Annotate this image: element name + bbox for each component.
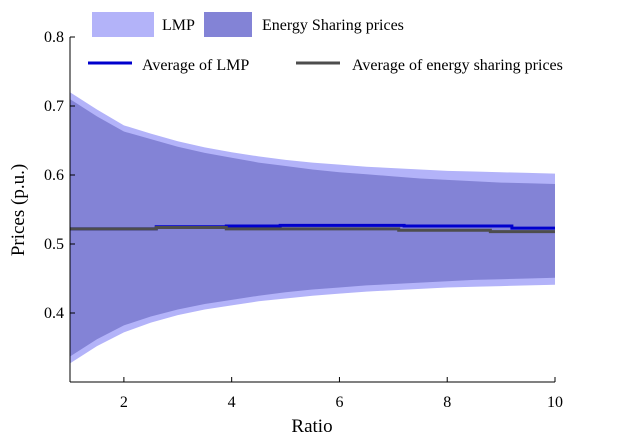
legend: LMP Energy Sharing prices Average of LMP… xyxy=(88,12,563,74)
x-tick-label: 8 xyxy=(443,394,451,411)
legend-label-energy-sharing: Energy Sharing prices xyxy=(262,17,404,34)
y-ticks: 0.4 0.5 0.6 0.7 0.8 xyxy=(44,29,75,322)
legend-swatch-energy-sharing xyxy=(204,12,252,37)
x-tick-label: 6 xyxy=(335,394,343,411)
y-tick-label: 0.8 xyxy=(44,29,64,46)
y-tick-label: 0.6 xyxy=(44,167,64,184)
y-tick-label: 0.7 xyxy=(44,98,64,115)
legend-swatch-lmp xyxy=(92,12,154,37)
legend-label-lmp: LMP xyxy=(162,17,195,34)
x-tick-label: 2 xyxy=(120,394,128,411)
x-ticks: 2 4 6 8 10 xyxy=(120,377,563,411)
series-line-layer xyxy=(70,223,555,234)
legend-label-avg-lmp: Average of LMP xyxy=(142,57,249,74)
y-axis-label: Prices (p.u.) xyxy=(8,164,29,256)
x-tick-label: 10 xyxy=(547,394,563,411)
axes xyxy=(69,37,555,383)
legend-label-avg-energy-sharing: Average of energy sharing prices xyxy=(352,57,563,74)
series-line-avg-energy-sharing xyxy=(70,225,555,234)
x-axis-label: Ratio xyxy=(291,416,332,437)
y-tick-label: 0.5 xyxy=(44,236,64,253)
y-tick-label: 0.4 xyxy=(44,305,64,322)
x-tick-label: 4 xyxy=(228,394,236,411)
